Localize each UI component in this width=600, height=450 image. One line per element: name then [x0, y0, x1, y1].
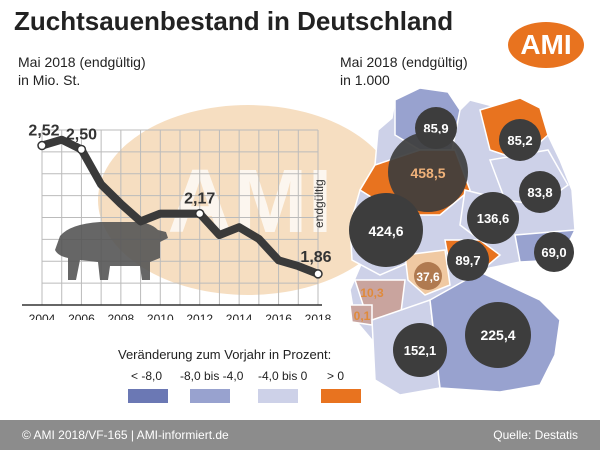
bubble-83-8: 83,8	[519, 171, 561, 213]
right-chart-subtitle: Mai 2018 (endgültig) in 1.000	[340, 53, 468, 89]
bubble-circle	[363, 283, 381, 301]
data-point	[194, 208, 205, 219]
data-point	[76, 144, 87, 155]
right-subtitle-line2: in 1.000	[340, 72, 390, 88]
legend-swatch-1	[128, 389, 168, 403]
bubble-152-1: 152,1	[393, 323, 447, 377]
data-label: 2,50	[66, 126, 97, 143]
bubble-circle	[357, 310, 367, 320]
data-label: 1,86	[300, 249, 331, 266]
bubble-37-6: 37,6	[414, 262, 442, 290]
line-series	[38, 135, 322, 278]
x-tick-label: 2018	[305, 312, 332, 320]
right-subtitle-line1: Mai 2018 (endgültig)	[340, 54, 468, 70]
legend-title: Veränderung zum Vorjahr in Prozent:	[118, 347, 332, 362]
line-x-ticks: 2004 2006 2008 2010 2012 2014 2016 2018	[29, 312, 332, 320]
bubble-label: 152,1	[404, 343, 437, 358]
data-point	[313, 269, 323, 279]
x-tick-label: 2012	[186, 312, 213, 320]
bubble-label: 37,6	[416, 270, 440, 284]
left-chart-subtitle: Mai 2018 (endgültig) in Mio. St.	[18, 53, 146, 89]
page-title: Zuchtsauenbestand in Deutschland	[14, 6, 454, 36]
bubble-0-1: 0,1	[354, 309, 371, 323]
left-subtitle-line2: in Mio. St.	[18, 72, 81, 88]
bubble-label: 136,6	[477, 211, 510, 226]
bubble-458-5: 458,5	[388, 132, 468, 212]
x-tick-label: 2006	[68, 312, 95, 320]
legend-swatch-3	[258, 389, 298, 403]
bubble-89-7: 89,7	[447, 239, 489, 281]
bubble-136-6: 136,6	[467, 192, 519, 244]
watermark-ellipse	[98, 105, 398, 295]
bubble-10-3: 10,3	[360, 283, 384, 301]
legend-label-4: > 0	[327, 369, 345, 383]
data-label: 2,17	[184, 191, 215, 208]
bubble-circle	[465, 302, 531, 368]
data-label: 2,52	[28, 123, 59, 140]
legend-label-2: -8,0 bis -4,0	[180, 369, 244, 383]
bubble-label: 0,1	[354, 309, 371, 323]
x-tick-label: 2014	[226, 312, 253, 320]
bubble-label: 83,8	[527, 185, 552, 200]
bubble-circle	[393, 323, 447, 377]
bubble-circle	[519, 171, 561, 213]
bubble-85-2: 85,2	[499, 119, 541, 161]
legend-label-3: -4,0 bis 0	[258, 369, 308, 383]
legend-swatch-4	[321, 389, 361, 403]
bubble-circle	[414, 262, 442, 290]
ami-logo: AMI	[508, 22, 584, 68]
line-chart: 2,52 2,50 2,17 1,86 2004 2006 2008 2010 2012 201…	[22, 123, 332, 320]
bubble-label: 89,7	[455, 253, 480, 268]
x-tick-label: 2010	[147, 312, 174, 320]
bubble-label: 225,4	[480, 327, 515, 343]
x-tick-label: 2004	[29, 312, 56, 320]
bubble-label: 69,0	[541, 245, 566, 260]
line-points	[37, 140, 323, 279]
bubble-circle	[388, 132, 468, 212]
bubble-circle	[534, 232, 574, 272]
bubble-424-6: 424,6	[349, 193, 423, 267]
bubble-225-4: 225,4	[465, 302, 531, 368]
footer-source: Quelle: Destatis	[493, 428, 578, 442]
bubble-label: 424,6	[368, 223, 403, 239]
bubble-circle	[349, 193, 423, 267]
endgueltig-annotation: endgültig	[312, 179, 326, 228]
left-subtitle-line1: Mai 2018 (endgültig)	[18, 54, 146, 70]
legend-label-1: < -8,0	[131, 369, 163, 383]
bubble-circle	[467, 192, 519, 244]
footer-copyright: © AMI 2018/VF-165 | AMI-informiert.de	[22, 428, 229, 442]
x-tick-label: 2016	[265, 312, 292, 320]
data-point	[37, 140, 47, 151]
bubble-label: 458,5	[410, 165, 445, 181]
bubble-circle	[447, 239, 489, 281]
x-tick-label: 2008	[108, 312, 135, 320]
bubble-label: 85,2	[507, 133, 532, 148]
bubble-circle	[499, 119, 541, 161]
legend-swatch-2	[190, 389, 230, 403]
footer-bar: © AMI 2018/VF-165 | AMI-informiert.de Qu…	[0, 420, 600, 450]
bubble-69-0: 69,0	[534, 232, 574, 272]
line-data-labels: 2,52 2,50 2,17 1,86	[28, 123, 331, 266]
pig-silhouette	[55, 222, 168, 280]
bubble-label: 10,3	[360, 286, 384, 300]
